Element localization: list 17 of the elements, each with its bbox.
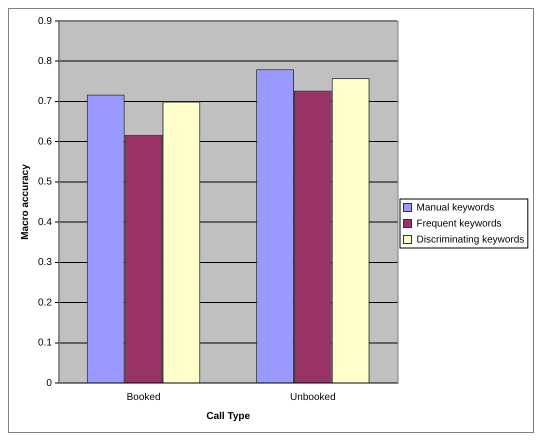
y-tick-label: 0.5 bbox=[38, 176, 52, 188]
y-tick-label: 0.8 bbox=[38, 56, 52, 67]
legend-label: Discriminating keywords bbox=[416, 234, 524, 246]
y-tick-label: 0.7 bbox=[38, 96, 52, 108]
legend-label: Manual keywords bbox=[416, 202, 494, 214]
y-tick-label: 0.1 bbox=[38, 338, 52, 349]
x-axis-title: Call Type bbox=[206, 410, 250, 422]
y-tick-label: 0.2 bbox=[38, 297, 52, 308]
legend-label: Frequent keywords bbox=[416, 218, 502, 230]
y-tick-label: 0.6 bbox=[38, 136, 52, 148]
y-axis-title: Macro accuracy bbox=[20, 164, 31, 240]
y-tick-label: 0 bbox=[46, 378, 52, 389]
y-tick-label: 0.9 bbox=[38, 16, 52, 27]
x-tick-label: Booked bbox=[126, 392, 161, 403]
y-tick-label: 0.4 bbox=[38, 216, 52, 228]
x-tick-label: Unbooked bbox=[290, 392, 336, 403]
y-tick-label: 0.3 bbox=[38, 257, 52, 268]
